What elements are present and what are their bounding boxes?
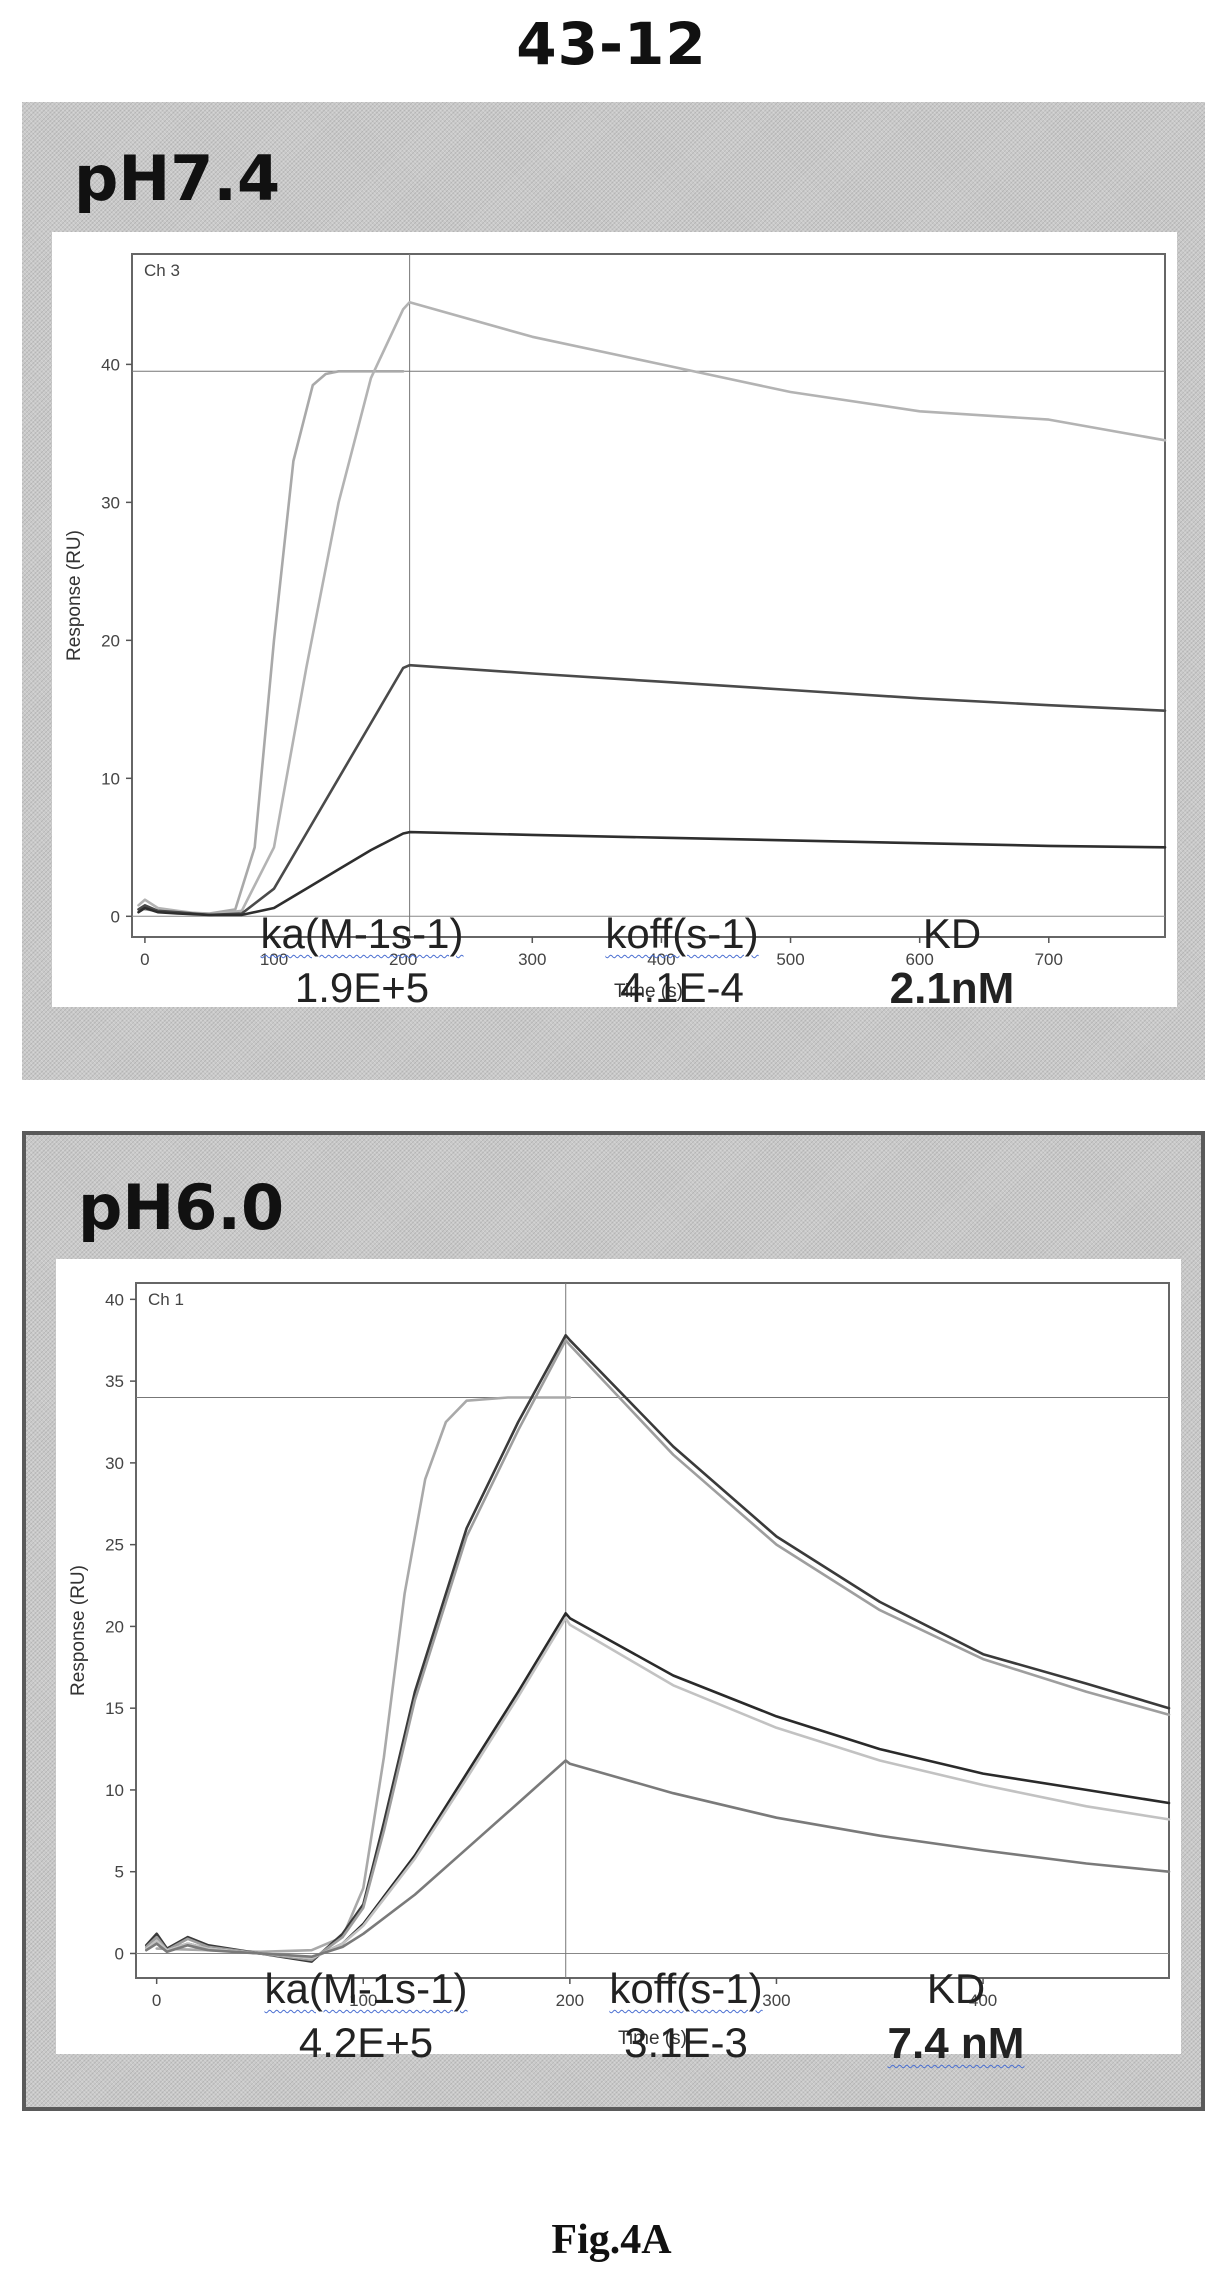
koff-value: 3.1E-3 [624,2019,748,2066]
x-tick-label: 500 [776,950,804,969]
series-line-5 [145,1616,1171,1960]
y-tick-label: 35 [105,1372,124,1391]
channel-label: Ch 1 [148,1290,184,1309]
koff-label: koff(s-1) [609,1965,763,2012]
series-line-6 [145,1759,1171,1959]
koff-column: koff(s-1) 4.1E-4 [552,910,812,1012]
x-tick-label: 100 [260,950,288,969]
koff-column: koff(s-1) 3.1E-3 [556,1965,816,2067]
x-axis-label: Time (s) [618,2028,687,2049]
series-line-1 [155,1396,572,1954]
x-tick-label: 700 [1035,950,1063,969]
y-tick-label: 40 [101,355,120,374]
koff-value: 4.1E-4 [620,964,744,1011]
y-tick-label: 40 [105,1290,124,1309]
kd-value: 2.1nM [889,964,1015,1013]
x-tick-label: 400 [969,1991,997,2010]
sensorgram-ph60: 0 100 200 300 400 0 5 10 15 20 25 30 35 40 Time (s) Res… [56,1259,1181,2054]
kd-label: KD [926,1965,986,2012]
x-tick-label: 400 [647,950,675,969]
plot-frame [131,253,1166,938]
koff-label: koff(s-1) [605,910,759,957]
x-tick-label: 0 [152,1991,161,2010]
kd-column: KD 2.1nM [822,910,1082,1014]
x-tick-label: 0 [140,950,149,969]
x-tick-label: 200 [389,950,417,969]
y-tick-label: 10 [101,769,120,788]
ka-label: ka(M-1s-1) [264,1965,468,2012]
series-line-3 [137,663,1167,917]
ka-column: ka(M-1s-1) 4.2E+5 [236,1965,496,2067]
y-tick-label: 5 [115,1863,124,1882]
sensorgram-svg-ph60: 0 100 200 300 400 0 5 10 15 20 25 30 35 40 Time (s) Res… [68,1282,1171,2049]
series-line-4 [137,830,1167,917]
panel-ph74: pH7.4 0 100 200 300 400 500 600 700 0 10 20 30 40 Tim… [22,102,1205,1080]
y-tick-label: 25 [105,1536,124,1555]
channel-label: Ch 3 [144,261,180,280]
series-line-2 [137,301,1167,917]
x-tick-label: 100 [349,1991,377,2010]
y-tick-label: 20 [101,631,120,650]
ka-column: ka(M-1s-1) 1.9E+5 [232,910,492,1012]
y-tick-label: 10 [105,1781,124,1800]
ka-label: ka(M-1s-1) [260,910,464,957]
y-tick-label: 30 [105,1454,124,1473]
panel-label: pH6.0 [78,1171,285,1244]
series-line-3 [145,1338,1171,1962]
y-tick-label: 20 [105,1617,124,1636]
y-axis-label: Response (RU) [68,1565,89,1696]
sensorgram-ph74: 0 100 200 300 400 500 600 700 0 10 20 30 40 Time (s) R… [52,232,1177,1007]
sensorgram-svg-ph74: 0 100 200 300 400 500 600 700 0 10 20 30 40 Time (s) R… [64,253,1167,1002]
y-tick-label: 30 [101,493,120,512]
panel-ph60: pH6.0 0 100 200 300 400 0 5 10 15 20 25 30 35 40 Time … [22,1131,1205,2111]
x-tick-label: 600 [905,950,933,969]
y-tick-label: 15 [105,1699,124,1718]
y-tick-label: 0 [115,1944,124,1963]
x-tick-label: 200 [556,1991,584,2010]
x-tick-label: 300 [762,1991,790,2010]
ka-value: 4.2E+5 [298,2019,434,2066]
figure-caption: Fig.4A [551,2217,672,2263]
panel-label: pH7.4 [74,142,281,215]
plot-frame [135,1282,1170,1979]
kd-column: KD 7.4 nM [826,1965,1086,2069]
x-tick-label: 300 [518,950,546,969]
figure-title: 43-12 [516,10,707,78]
kd-value: 7.4 nM [887,2019,1025,2068]
kd-label: KD [922,910,982,957]
x-axis-label: Time (s) [614,981,683,1002]
ka-value: 1.9E+5 [294,964,430,1011]
series-line-2 [145,1334,1171,1963]
y-tick-label: 0 [111,907,120,926]
y-axis-label: Response (RU) [64,530,85,661]
